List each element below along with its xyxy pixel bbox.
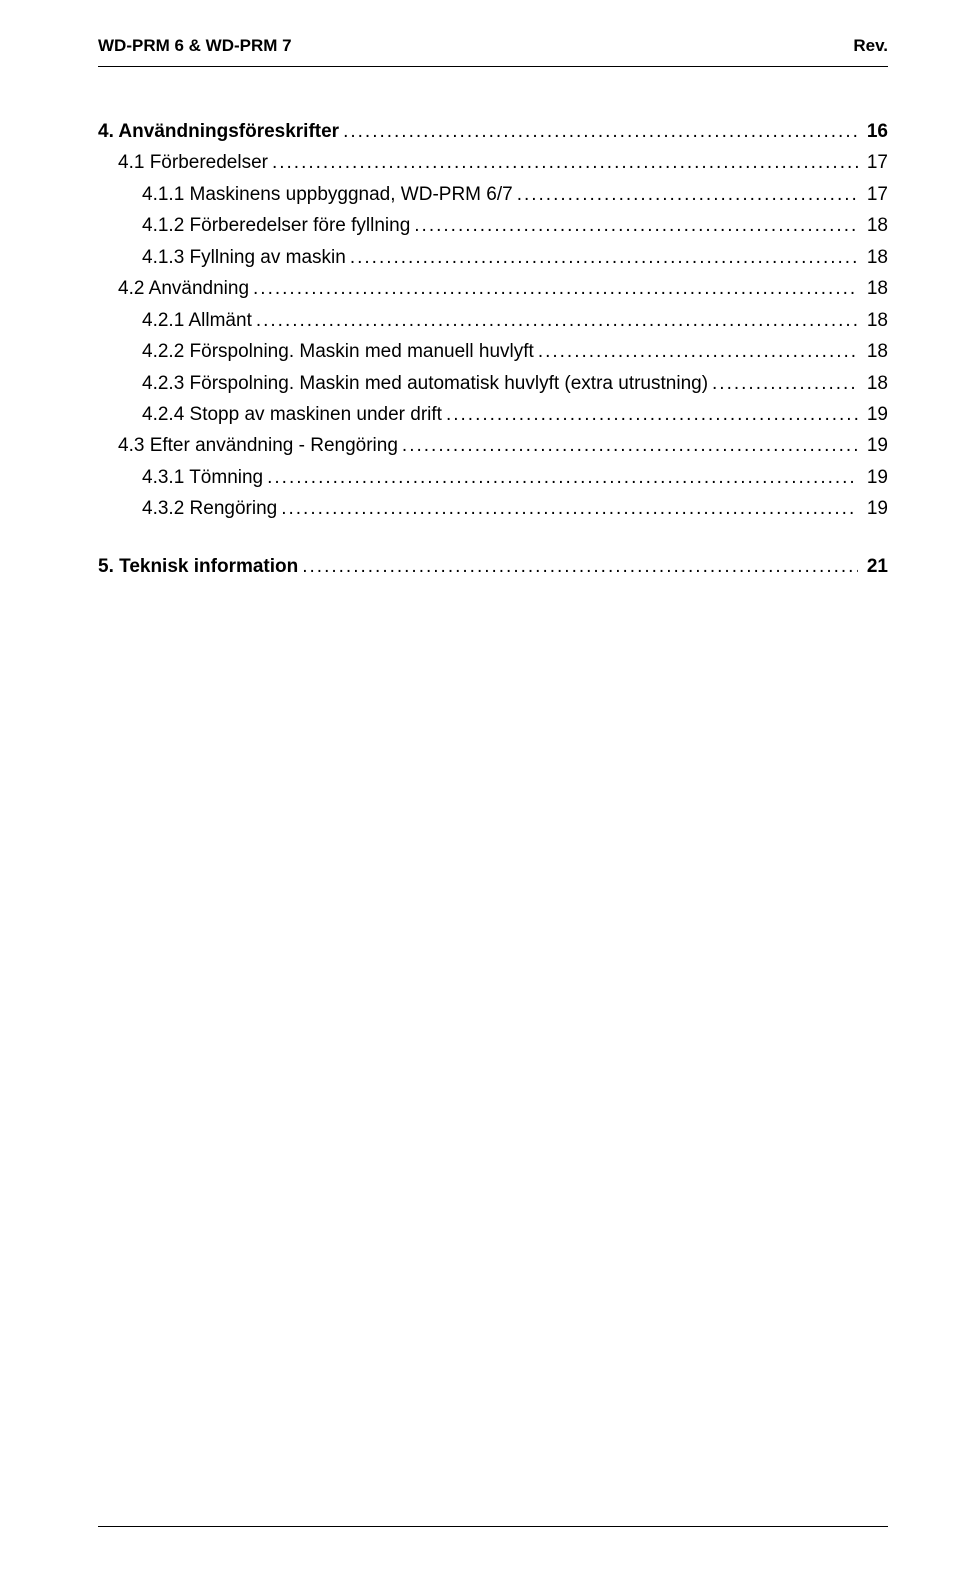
toc-label: 4.1.2 Förberedelser före fyllning <box>98 211 410 240</box>
toc-label: 4.2.4 Stopp av maskinen under drift <box>98 400 442 429</box>
header-right: Rev. <box>853 36 888 56</box>
toc-entry: 4.3 Efter användning - Rengöring........… <box>98 431 888 460</box>
toc-label: 4.2.2 Förspolning. Maskin med manuell hu… <box>98 337 534 366</box>
table-of-contents: 4. Användningsföreskrifter..............… <box>98 117 888 581</box>
toc-leader-dots: ........................................… <box>346 243 858 272</box>
toc-leader-dots: ........................................… <box>268 148 858 177</box>
toc-leader-dots: ........................................… <box>410 211 858 240</box>
toc-leader-dots: ........................................… <box>277 494 858 523</box>
toc-label: 4.3.1 Tömning <box>98 463 263 492</box>
toc-entry: 4.3.1 Tömning...........................… <box>98 463 888 492</box>
toc-entry: 4.1.3 Fyllning av maskin................… <box>98 243 888 272</box>
toc-entry: 4.1 Förberedelser.......................… <box>98 148 888 177</box>
toc-leader-dots: ........................................… <box>263 463 858 492</box>
toc-leader-dots: ........................................… <box>339 117 858 146</box>
toc-entry: 4.2.1 Allmänt...........................… <box>98 306 888 335</box>
page-header: WD-PRM 6 & WD-PRM 7 Rev. <box>98 36 888 66</box>
toc-leader-dots: ........................................… <box>252 306 858 335</box>
toc-page-number: 17 <box>858 180 888 209</box>
toc-leader-dots: ........................................… <box>249 274 858 303</box>
toc-leader-dots: ........................................… <box>398 431 858 460</box>
toc-page-number: 19 <box>858 400 888 429</box>
toc-leader-dots: ........................................… <box>708 369 858 398</box>
toc-entry: 4.2 Användning..........................… <box>98 274 888 303</box>
toc-label: 4.1.1 Maskinens uppbyggnad, WD-PRM 6/7 <box>98 180 513 209</box>
toc-leader-dots: ........................................… <box>534 337 858 366</box>
toc-label: 4.3.2 Rengöring <box>98 494 277 523</box>
header-rule <box>98 66 888 67</box>
toc-entry: 4.2.4 Stopp av maskinen under drift.....… <box>98 400 888 429</box>
toc-gap <box>98 526 888 552</box>
toc-label: 4.2.1 Allmänt <box>98 306 252 335</box>
toc-leader-dots: ........................................… <box>298 552 858 581</box>
toc-page-number: 19 <box>858 494 888 523</box>
toc-page-number: 19 <box>858 431 888 460</box>
toc-leader-dots: ........................................… <box>513 180 858 209</box>
toc-page-number: 18 <box>858 337 888 366</box>
toc-entry: 4.2.3 Förspolning. Maskin med automatisk… <box>98 369 888 398</box>
toc-page-number: 18 <box>858 211 888 240</box>
toc-label: 4.2 Användning <box>98 274 249 303</box>
toc-page-number: 18 <box>858 274 888 303</box>
toc-entry: 5. Teknisk information..................… <box>98 552 888 581</box>
toc-label: 4.1.3 Fyllning av maskin <box>98 243 346 272</box>
toc-page-number: 18 <box>858 369 888 398</box>
toc-page-number: 21 <box>858 552 888 581</box>
toc-entry: 4.3.2 Rengöring.........................… <box>98 494 888 523</box>
toc-entry: 4.1.2 Förberedelser före fyllning.......… <box>98 211 888 240</box>
toc-entry: 4.2.2 Förspolning. Maskin med manuell hu… <box>98 337 888 366</box>
toc-page-number: 18 <box>858 306 888 335</box>
toc-label: 4.1 Förberedelser <box>98 148 268 177</box>
toc-page-number: 19 <box>858 463 888 492</box>
toc-page-number: 16 <box>858 117 888 146</box>
toc-entry: 4.1.1 Maskinens uppbyggnad, WD-PRM 6/7..… <box>98 180 888 209</box>
toc-label: 4.3 Efter användning - Rengöring <box>98 431 398 460</box>
toc-label: 5. Teknisk information <box>98 552 298 581</box>
footer-rule <box>98 1526 888 1527</box>
toc-entry: 4. Användningsföreskrifter..............… <box>98 117 888 146</box>
header-left: WD-PRM 6 & WD-PRM 7 <box>98 36 292 56</box>
toc-label: 4. Användningsföreskrifter <box>98 117 339 146</box>
toc-page-number: 17 <box>858 148 888 177</box>
toc-page-number: 18 <box>858 243 888 272</box>
toc-leader-dots: ........................................… <box>442 400 858 429</box>
toc-label: 4.2.3 Förspolning. Maskin med automatisk… <box>98 369 708 398</box>
